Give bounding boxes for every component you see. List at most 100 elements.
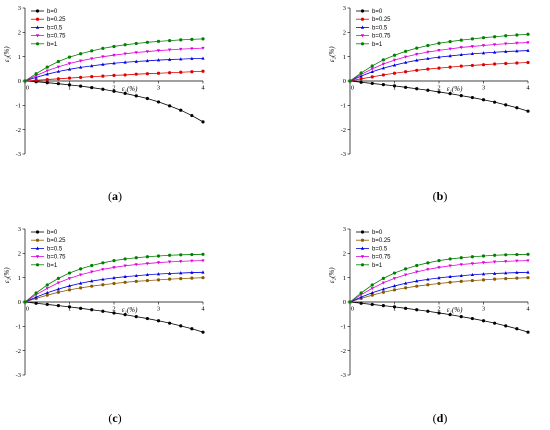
data-point <box>359 291 363 295</box>
data-point <box>481 36 486 40</box>
y-tick-label: 0 <box>343 299 346 306</box>
data-point <box>201 276 205 280</box>
data-point <box>101 46 105 50</box>
data-point <box>426 88 430 92</box>
x-tick-label: 0 <box>26 306 29 313</box>
data-point <box>134 263 138 267</box>
data-point <box>156 49 161 53</box>
data-point <box>101 62 105 66</box>
data-point <box>404 70 408 74</box>
data-point <box>370 287 374 291</box>
data-point <box>448 280 452 284</box>
data-point <box>23 79 27 83</box>
data-point <box>404 286 408 290</box>
data-point <box>34 78 38 82</box>
data-point <box>56 276 60 280</box>
data-point <box>481 98 486 102</box>
data-point <box>23 300 27 304</box>
legend: b=0 b=0.25 b=0.5 b=0.75 b=1 <box>356 9 391 48</box>
legend-marker <box>35 238 40 242</box>
legend-entry: b=0.75 <box>47 255 66 261</box>
legend-marker <box>35 9 40 13</box>
data-point <box>381 276 385 280</box>
series-b=0 <box>23 300 205 334</box>
x-axis-label: ε₁(%) <box>122 85 138 93</box>
data-point <box>392 63 397 67</box>
data-point <box>179 38 183 42</box>
data-point <box>470 278 474 283</box>
data-point <box>90 270 94 274</box>
data-point <box>67 67 72 71</box>
data-point <box>448 257 452 261</box>
data-point <box>515 106 519 110</box>
data-point <box>145 316 149 321</box>
data-point <box>134 279 138 283</box>
data-point <box>359 71 363 75</box>
data-point <box>481 319 486 323</box>
data-point <box>459 273 463 278</box>
data-point <box>437 266 441 270</box>
data-point <box>45 287 49 291</box>
data-point <box>370 75 374 79</box>
data-point <box>101 283 105 287</box>
y-tick-label: 2 <box>18 251 21 258</box>
data-point <box>179 277 183 281</box>
data-point <box>493 100 497 104</box>
data-point <box>90 64 94 68</box>
data-point <box>112 73 116 78</box>
data-point <box>426 277 430 281</box>
data-point <box>504 103 508 107</box>
legend-entry: b=0 <box>47 9 58 15</box>
data-point <box>168 321 172 325</box>
data-point <box>515 270 519 274</box>
data-point <box>437 41 441 45</box>
legend-marker <box>35 17 40 21</box>
y-tick-label: -1 <box>341 324 346 331</box>
data-point <box>381 287 385 291</box>
data-point <box>56 69 60 73</box>
data-point <box>437 49 441 53</box>
panel-caption: (d) <box>433 411 448 425</box>
legend-entry: b=0.25 <box>372 238 391 244</box>
data-point <box>145 50 149 54</box>
data-point <box>90 49 94 53</box>
data-point <box>179 70 183 74</box>
data-point <box>504 324 508 328</box>
data-point <box>515 252 519 257</box>
legend-marker <box>35 255 40 259</box>
data-point <box>504 34 508 38</box>
legend-entry: b=0 <box>47 230 58 236</box>
data-point <box>134 72 138 76</box>
legend-marker <box>360 255 365 259</box>
data-point <box>134 273 138 278</box>
data-point <box>526 41 530 45</box>
data-point <box>145 72 149 76</box>
y-axis-label: ε₂(%) <box>328 46 336 62</box>
data-point <box>190 327 194 331</box>
data-point <box>201 259 205 263</box>
legend-entry: b=0.5 <box>47 246 63 252</box>
data-point <box>459 46 463 50</box>
data-point <box>381 58 385 62</box>
data-point <box>101 261 105 265</box>
data-point <box>168 260 172 264</box>
data-point <box>381 83 385 87</box>
data-point <box>481 254 486 258</box>
data-point <box>392 284 397 288</box>
data-point <box>459 279 463 283</box>
y-tick-label: -2 <box>341 127 346 134</box>
data-point <box>45 69 49 73</box>
data-point <box>190 113 194 118</box>
data-point <box>426 283 430 287</box>
series-line <box>349 42 529 82</box>
data-point <box>168 104 172 108</box>
data-point <box>437 259 441 263</box>
data-point <box>90 85 94 90</box>
data-point <box>370 283 374 287</box>
data-point <box>112 89 116 93</box>
data-point <box>112 259 116 263</box>
data-point <box>404 306 408 310</box>
data-point <box>67 277 72 281</box>
